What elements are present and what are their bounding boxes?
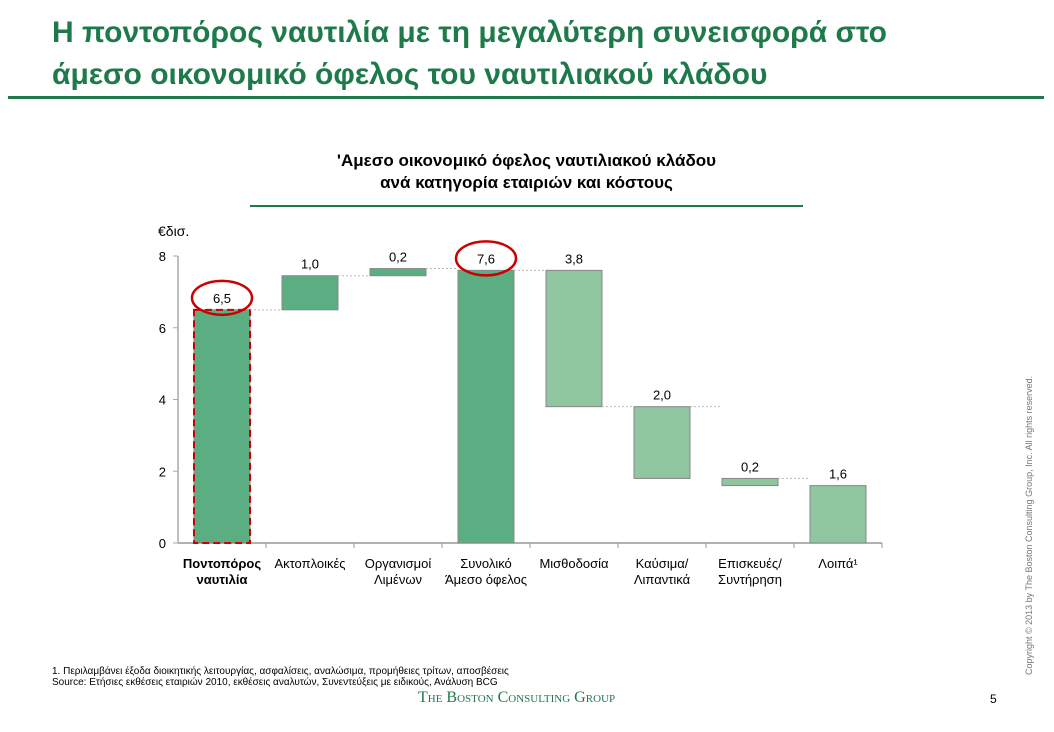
- y-tick-label: 6: [159, 321, 166, 336]
- highlight-circle: [454, 240, 518, 277]
- bar: [721, 477, 779, 487]
- source-note: Source: Ετήσιες εκθέσεις εταιριών 2010, …: [52, 677, 498, 688]
- data-label: 7,6: [477, 251, 495, 266]
- bar: [369, 268, 427, 277]
- data-label: 1,0: [301, 257, 319, 272]
- category-label: Λοιπά¹: [818, 556, 858, 571]
- category-label: Ακτοπλοικές: [274, 556, 345, 571]
- data-label: 1,6: [829, 467, 847, 482]
- highlight-circle: [190, 279, 254, 317]
- category-label: Άμεσο όφελος: [445, 572, 527, 587]
- chart-title-line: 'Αμεσο οικονομικό όφελος ναυτιλιακού κλά…: [336, 151, 717, 170]
- bar: [545, 269, 603, 408]
- data-label: 3,8: [565, 251, 583, 266]
- category-label: Συντήρηση: [718, 572, 782, 587]
- chart-title-line: ανά κατηγορία εταιριών και κόστους: [380, 173, 673, 192]
- category-label: Οργανισμοί: [365, 556, 432, 571]
- category-label: Καύσιμα/: [636, 556, 689, 571]
- footnotes: 1. Περιλαμβάνει έξοδα διοικητικής λειτου…: [52, 666, 509, 688]
- category-label: Λιμένων: [374, 572, 422, 587]
- category-label: ναυτιλία: [196, 572, 247, 587]
- title-divider: [8, 96, 1044, 99]
- bar: [809, 485, 867, 544]
- bar: [281, 275, 339, 311]
- chart-title: 'Αμεσο οικονομικό όφελος ναυτιλιακού κλά…: [250, 150, 803, 194]
- y-axis-unit: €δισ.: [158, 223, 189, 239]
- highlight-dashed-outline: [193, 308, 251, 544]
- title-line: άμεσο οικονομικό όφελος του ναυτιλιακού …: [52, 58, 768, 91]
- chart-title-divider: [250, 205, 803, 207]
- footnote: 1. Περιλαμβάνει έξοδα διοικητικής λειτου…: [52, 666, 509, 677]
- category-label: Ποντοπόρος: [183, 556, 261, 571]
- category-label: Λιπαντικά: [634, 572, 691, 587]
- slide-title: Η ποντοπόρος ναυτιλία με τη μεγαλύτερη σ…: [52, 12, 887, 96]
- data-label: 0,2: [741, 459, 759, 474]
- y-tick-label: 8: [159, 249, 166, 264]
- data-label: 6,5: [213, 291, 231, 306]
- category-label: Επισκευές/: [718, 556, 782, 571]
- data-label: 0,2: [389, 250, 407, 265]
- y-tick-label: 4: [159, 393, 166, 408]
- page-number: 5: [990, 692, 997, 706]
- data-label: 2,0: [653, 388, 671, 403]
- copyright: Copyright © 2013 by The Boston Consultin…: [1024, 375, 1034, 675]
- title-line: Η ποντοπόρος ναυτιλία με τη μεγαλύτερη σ…: [52, 16, 887, 49]
- bar: [193, 309, 251, 544]
- bar: [633, 406, 691, 479]
- category-label: Συνολικό: [460, 556, 512, 571]
- y-tick-label: 0: [159, 536, 166, 551]
- bcg-logo: The Boston Consulting Group: [418, 689, 616, 706]
- category-label: Μισθοδοσία: [539, 556, 609, 571]
- y-tick-label: 2: [159, 464, 166, 479]
- bar: [457, 269, 515, 544]
